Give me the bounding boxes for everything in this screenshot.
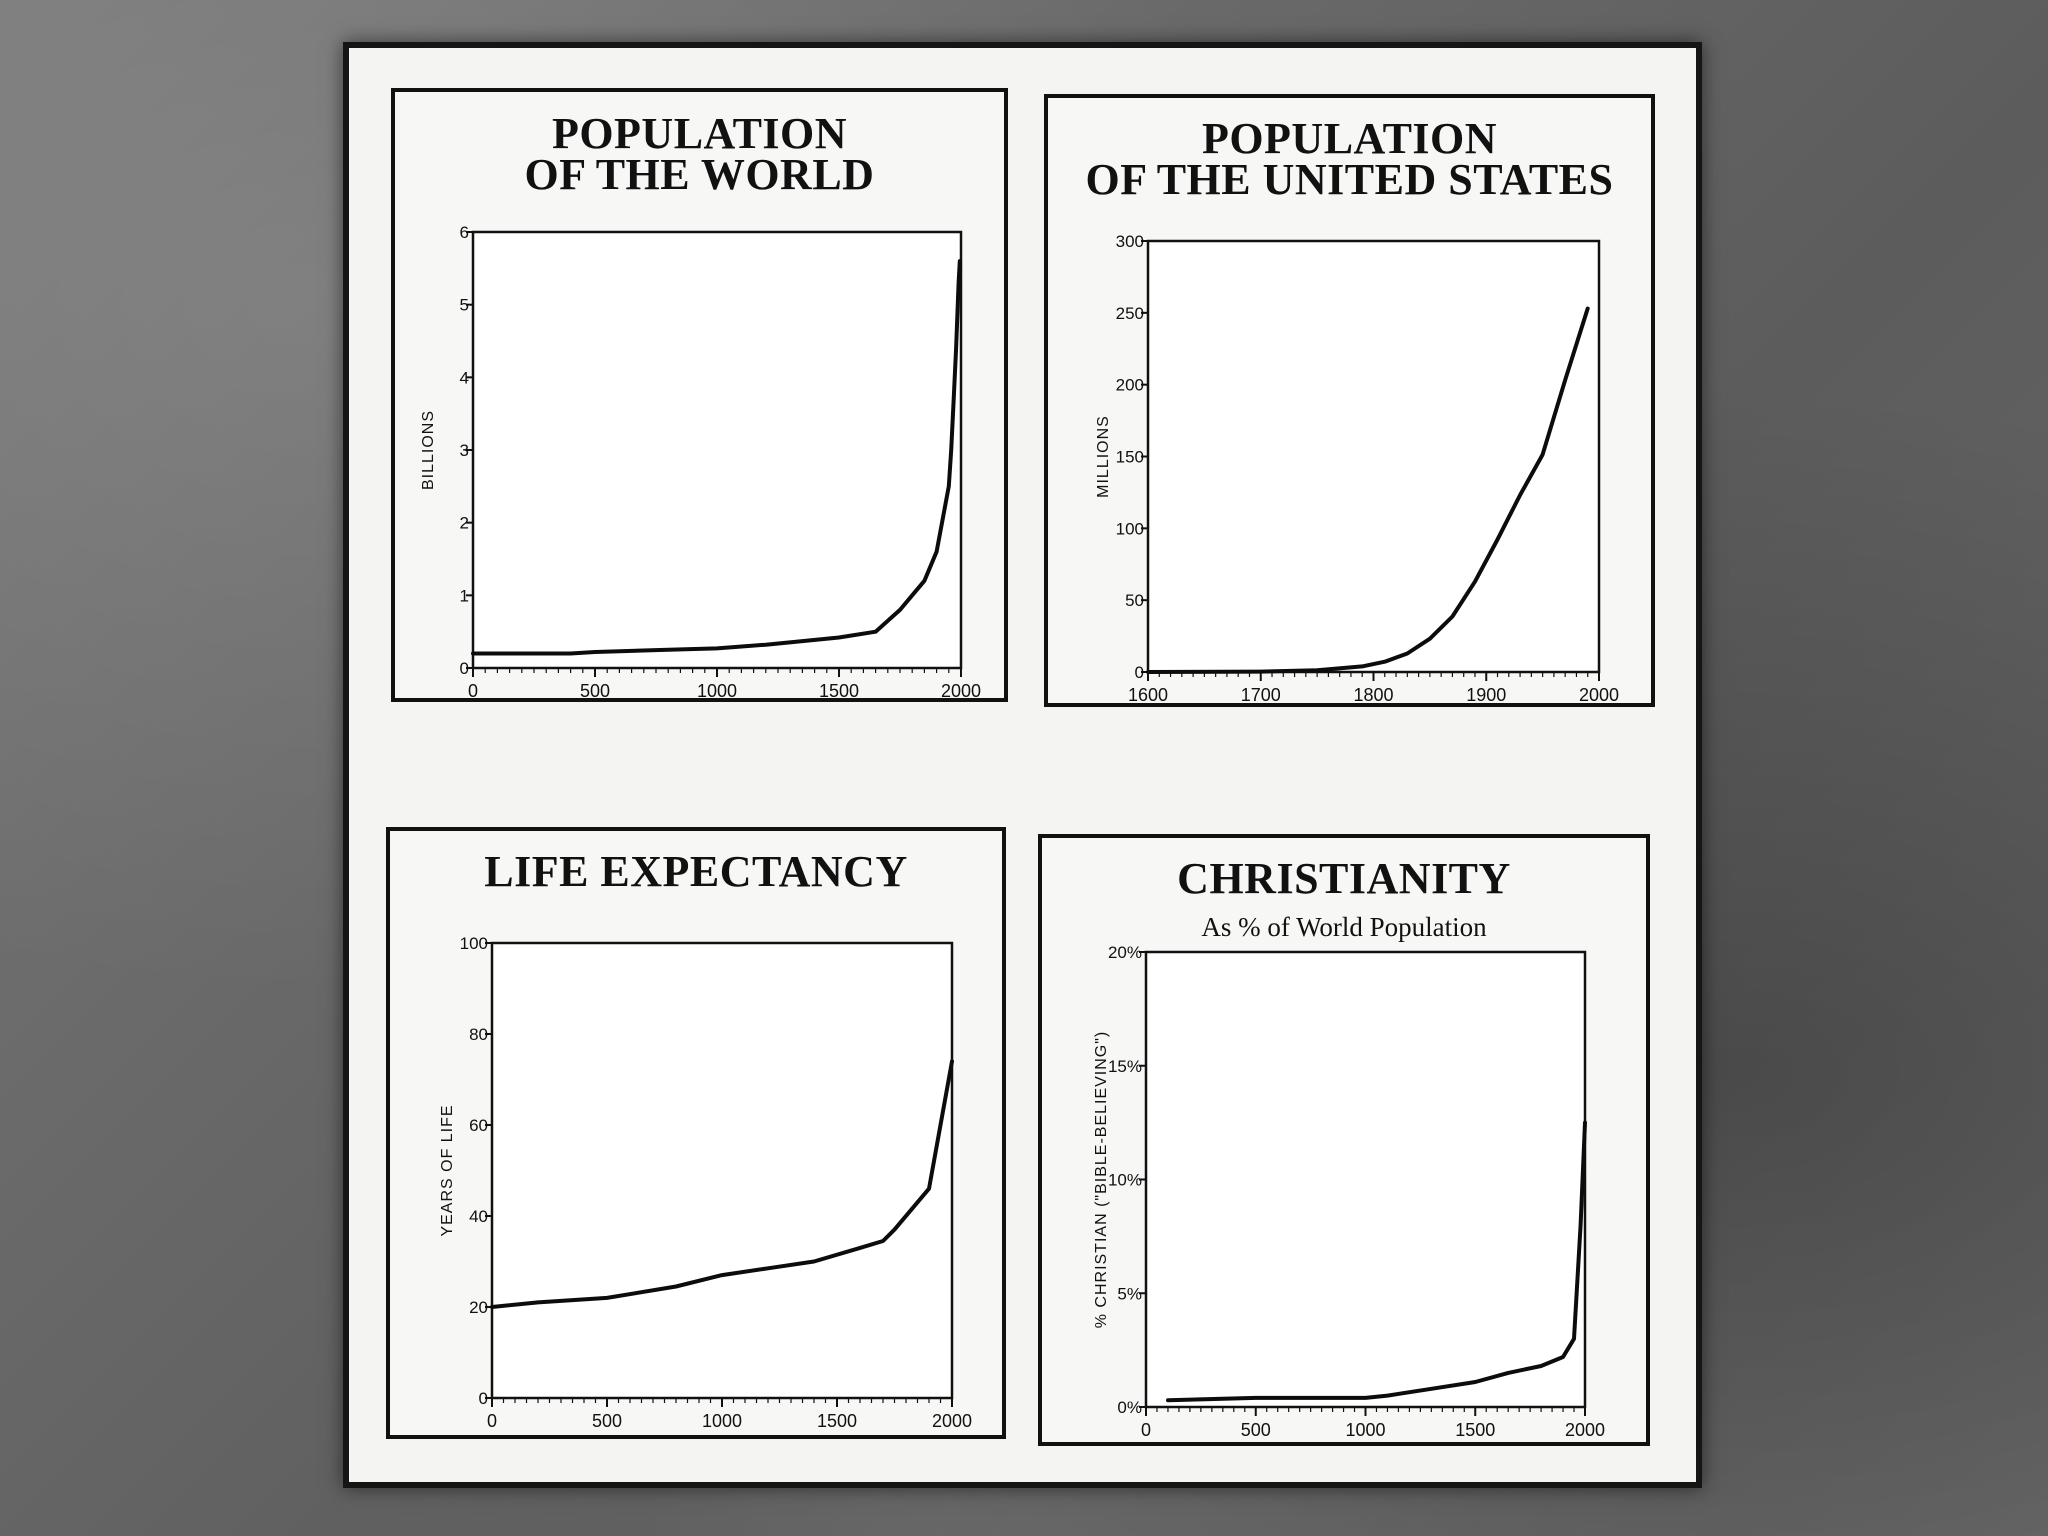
chart-title: LIFE EXPECTANCY: [390, 850, 1002, 894]
document-page: POPULATION OF THE WORLD 0 1 2 3 4 5 6 0 500 1000 1…: [343, 42, 1702, 1488]
y-tick-label: 80: [469, 1025, 488, 1044]
y-tick-label: 10%: [1108, 1171, 1142, 1190]
y-tick-label: 60: [469, 1116, 488, 1135]
x-tick-label: 0: [468, 681, 478, 701]
chart-panel-world-population: POPULATION OF THE WORLD 0 1 2 3 4 5 6 0 500 1000 1…: [391, 88, 1008, 702]
y-tick-label: 250: [1116, 304, 1144, 323]
y-tick-label: 100: [1116, 519, 1144, 538]
y-axis-label: YEARS OF LIFE: [439, 1104, 456, 1236]
y-tick-label: 15%: [1108, 1057, 1142, 1076]
series-line: [471, 259, 962, 656]
x-tick-label: 0: [1141, 1420, 1151, 1440]
x-tick-label: 1000: [1345, 1420, 1385, 1440]
y-tick-label: 150: [1116, 448, 1144, 467]
x-tick-label: 2000: [932, 1411, 972, 1431]
x-tick-label: 1000: [697, 681, 737, 701]
chart-title: POPULATION OF THE UNITED STATES: [1048, 117, 1651, 202]
y-tick-label: 4: [460, 368, 469, 387]
y-tick-label: 6: [460, 223, 469, 242]
x-tick-label: 2000: [1565, 1420, 1605, 1440]
plot-area: [490, 941, 954, 1400]
x-tick-label: 2000: [1579, 685, 1619, 705]
y-axis-label: MILLIONS: [1095, 415, 1112, 498]
y-tick-label: 300: [1116, 232, 1144, 251]
y-tick-label: 20%: [1108, 943, 1142, 962]
chart-title: CHRISTIANITY: [1042, 857, 1646, 901]
chart-title-line-1: LIFE EXPECTANCY: [484, 847, 908, 896]
series-line: [1166, 1120, 1587, 1403]
y-tick-label: 0: [1135, 663, 1144, 682]
x-tick-label: 1800: [1353, 685, 1393, 705]
y-tick-label: 0%: [1117, 1398, 1142, 1417]
x-tick-label: 500: [580, 681, 610, 701]
y-tick-label: 40: [469, 1207, 488, 1226]
chart-panel-us-population: POPULATION OF THE UNITED STATES 0 50 100 15…: [1044, 94, 1655, 707]
x-tick-label: 2000: [941, 681, 981, 701]
x-tick-label: 1000: [702, 1411, 742, 1431]
y-tick-label: 200: [1116, 376, 1144, 395]
x-tick-label: 1500: [819, 681, 859, 701]
chart-subtitle: As % of World Population: [1201, 912, 1487, 942]
plot-area: [1144, 950, 1587, 1409]
chart-title-line-2: OF THE UNITED STATES: [1085, 155, 1614, 204]
chart-panel-christianity: CHRISTIANITY As % of World Population 0%…: [1038, 834, 1650, 1446]
y-tick-label: 2: [460, 514, 469, 533]
line-chart-world-population: 0 1 2 3 4 5 6 0 500 1000 1500 2000 BILLIONS: [420, 223, 981, 701]
x-tick-label: 1600: [1128, 685, 1168, 705]
chart-title: POPULATION OF THE WORLD: [395, 112, 1004, 197]
x-tick-label: 500: [1241, 1420, 1271, 1440]
y-tick-label: 20: [469, 1298, 488, 1317]
y-tick-label: 5: [460, 296, 469, 315]
y-tick-label: 0: [479, 1389, 488, 1408]
chart-title-line-1: POPULATION: [1201, 114, 1498, 163]
y-tick-label: 5%: [1117, 1284, 1142, 1303]
x-tick-label: 1900: [1466, 685, 1506, 705]
x-tick-label: 0: [487, 1411, 497, 1431]
x-tick-label: 1700: [1241, 685, 1281, 705]
chart-title-line-2: OF THE WORLD: [524, 150, 875, 199]
chart-panel-life-expectancy: LIFE EXPECTANCY 0 20 40 60 80 100 0 500 1000 1500…: [386, 827, 1006, 1439]
series-line: [490, 1059, 954, 1309]
y-axis-label: % CHRISTIAN ("BIBLE-BELIEVING"): [1093, 1031, 1110, 1329]
chart-title-line-1: CHRISTIANITY: [1177, 854, 1511, 903]
x-tick-label: 1500: [1455, 1420, 1495, 1440]
x-tick-label: 1500: [817, 1411, 857, 1431]
y-tick-label: 50: [1125, 591, 1144, 610]
y-tick-label: 100: [460, 934, 488, 953]
line-chart-christianity: 0% 5% 10% 15% 20% 0 500 1000 1500 2000 % CHRISTIAN…: [1093, 943, 1605, 1440]
plot-area: [471, 230, 963, 670]
x-tick-label: 500: [592, 1411, 622, 1431]
chart-title-line-1: POPULATION: [551, 109, 848, 158]
y-tick-label: 3: [460, 441, 469, 460]
y-tick-label: 1: [460, 586, 469, 605]
line-chart-us-population: 0 50 100 150 200 250 300 1600 1700 1800 1900 2000 MI…: [1095, 232, 1619, 705]
y-axis-label: BILLIONS: [420, 410, 437, 490]
y-tick-label: 0: [460, 659, 469, 678]
series-line: [1146, 306, 1590, 674]
plot-area: [1146, 239, 1601, 674]
